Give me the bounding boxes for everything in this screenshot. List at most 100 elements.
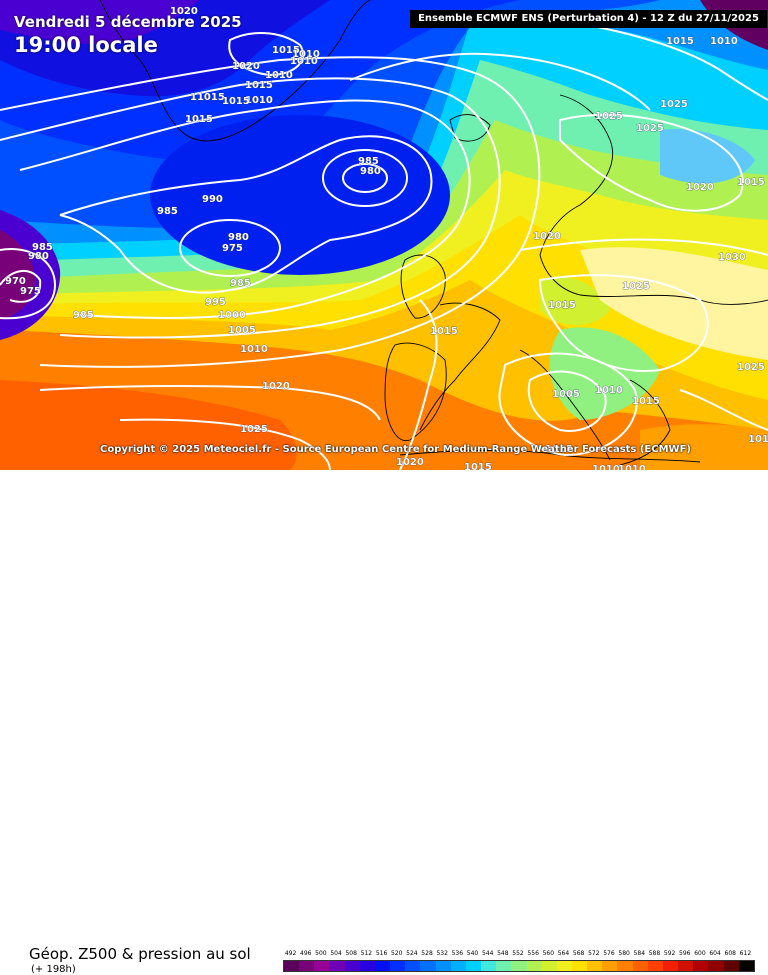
isobar-990 [19, 99, 471, 319]
product-title: Géop. Z500 & pression au sol [29, 945, 251, 963]
color-scale-swatch [723, 961, 739, 971]
pressure-label: 1015 [272, 45, 300, 56]
pressure-label: 11015 [190, 92, 225, 103]
pressure-label: 1015 [222, 96, 250, 107]
footer-bar: Géop. Z500 & pression au sol (+ 198h) 49… [0, 470, 768, 975]
forecast-date: Vendredi 5 décembre 2025 [14, 13, 242, 31]
color-scale-swatch [390, 961, 406, 971]
italy-coast [519, 349, 611, 461]
color-scale-swatch [738, 961, 754, 971]
pressure-label: 975 [20, 286, 41, 297]
pressure-label: 980 [360, 166, 381, 177]
z500-band-ridge [580, 247, 768, 360]
pressure-label: 1010 [265, 70, 293, 81]
color-scale-value: 500 [315, 950, 327, 957]
isobar-985b [59, 135, 433, 294]
color-scale-swatch [420, 961, 436, 971]
pressure-label: 980 [28, 251, 49, 262]
isobar-1025 [119, 418, 331, 470]
pressure-label: 1025 [660, 99, 688, 110]
pressure-label: 990 [202, 194, 223, 205]
isobar-1015-north [349, 52, 651, 111]
z500-band-504 [0, 0, 200, 45]
color-scale-swatch [329, 961, 345, 971]
pressure-label: 1020 [396, 457, 424, 468]
color-scale-swatch [571, 961, 588, 971]
isobar-1020 [39, 384, 381, 421]
color-scale-value: 608 [724, 950, 736, 957]
pressure-label: 1000 [218, 310, 246, 321]
z500-band-576 [640, 424, 768, 470]
pressure-label: 1010 [240, 344, 268, 355]
pressure-label: 1015 [632, 396, 660, 407]
isobar-1015-west [399, 299, 438, 470]
z500-band-west-core [0, 230, 35, 320]
color-scale-value: 596 [679, 950, 691, 957]
color-scale-value: 512 [360, 950, 373, 957]
isobar-1015-se [679, 389, 768, 431]
isobar-980-west [0, 248, 57, 320]
isobar-975 [179, 219, 281, 277]
color-scale-swatch [602, 961, 618, 971]
color-scale-swatch [344, 961, 360, 971]
pressure-label: 1015 [185, 114, 213, 125]
pressure-label: 1005 [228, 325, 256, 336]
color-scale-value: 504 [330, 950, 342, 957]
color-scale-value: 540 [466, 950, 479, 957]
pressure-label: 985 [157, 206, 178, 217]
pressure-label: 1015 [545, 444, 573, 455]
pressure-label: 1010 [245, 95, 273, 106]
color-scale-value: 560 [542, 950, 555, 957]
color-scale-swatch [693, 961, 709, 971]
pressure-label: 1010 [290, 56, 318, 67]
color-scale-swatch [450, 961, 466, 971]
color-scale-value: 532 [436, 950, 448, 957]
color-scale-swatch [481, 961, 497, 971]
isobar-980 [342, 163, 388, 193]
color-scale-value: 564 [557, 950, 570, 957]
color-scale-swatch [405, 961, 421, 971]
pressure-label: 1015 [430, 326, 458, 337]
pressure-label: 985 [73, 310, 94, 321]
weather-map: 1020 1015 1010 1010 1020 1010 1015 1010 11015 101… [0, 0, 768, 470]
model-run-label: Ensemble ECMWF ENS (Perturbation 4) - 12… [410, 10, 767, 28]
color-scale-value: 572 [588, 950, 600, 957]
pressure-labels: 1020101510101010102010101015101011015101… [5, 6, 768, 470]
color-scale-swatch [647, 961, 663, 971]
pressure-label: 1015 [737, 177, 765, 188]
copyright-notice: Copyright © 2025 Meteociel.fr - Source E… [100, 444, 691, 455]
pressure-label: 1010 [595, 385, 623, 396]
pressure-label: 1025 [737, 362, 765, 373]
color-scale-value: 612 [739, 950, 752, 957]
isobar-1005 [527, 370, 607, 432]
pressure-label: 970 [5, 276, 26, 287]
pressure-label: 985 [358, 156, 379, 167]
pressure-label: 995 [205, 297, 226, 308]
z500-band-alps [540, 276, 610, 325]
isobar-1025-central [538, 274, 709, 372]
color-scale-labels: 492 496 500 504 508 512 516 520 524 528 532 536 540 5… [283, 950, 753, 959]
color-scale-swatch [284, 961, 300, 971]
pressure-label: 1010 [710, 36, 738, 47]
color-scale-swatch [708, 961, 724, 971]
color-scale-swatch [435, 961, 451, 971]
color-scale-swatch [526, 961, 542, 971]
isobar-1010-ne [559, 19, 768, 101]
iceland-coast [449, 114, 491, 142]
pressure-label: 1025 [240, 424, 268, 435]
color-scale-swatch [662, 961, 679, 971]
isobar-1010-med [498, 352, 638, 457]
pressure-label: 985 [230, 278, 251, 289]
isobars [0, 19, 768, 470]
color-scale-swatch [374, 961, 391, 971]
color-scale-value: 600 [694, 950, 706, 957]
color-scale-swatch [587, 961, 603, 971]
color-scale-swatch [617, 961, 633, 971]
isobar-985 [322, 149, 408, 207]
pressure-label: 1030 [718, 252, 746, 263]
map-canvas: 1020101510101010102010101015101011015101… [0, 0, 768, 470]
color-scale-swatch [299, 961, 315, 971]
pressure-label: 1015 [748, 434, 768, 445]
isobar-1025-scand [559, 113, 744, 212]
color-scale-value: 552 [512, 950, 524, 957]
